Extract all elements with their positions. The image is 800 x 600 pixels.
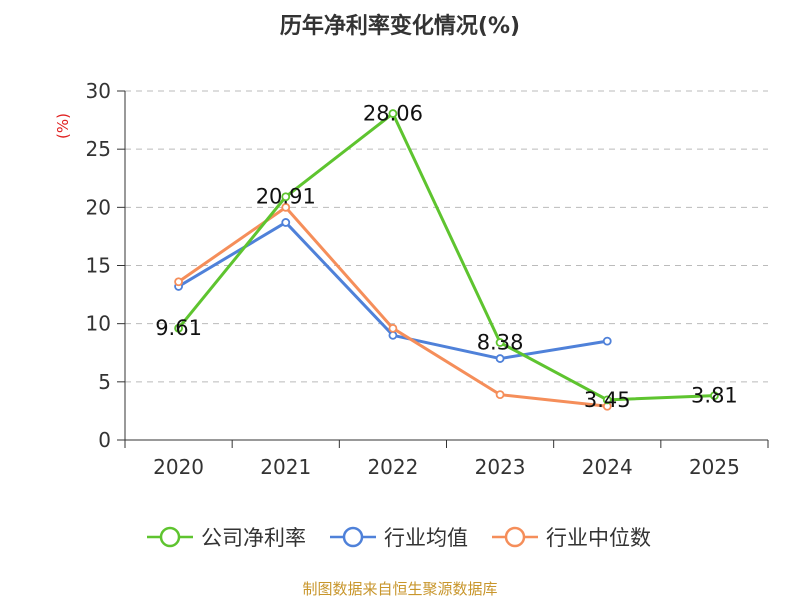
y-tick-label: 10 <box>86 312 111 336</box>
data-label: 3.81 <box>691 384 738 408</box>
data-point[interactable] <box>388 109 398 118</box>
legend[interactable]: 公司净利率 行业均值 行业中位数 <box>147 526 651 550</box>
legend-item[interactable]: 行业均值 <box>330 526 468 550</box>
data-point[interactable] <box>602 336 612 346</box>
data-point[interactable] <box>495 390 505 400</box>
data-label: 8.38 <box>477 331 524 355</box>
data-label: 20.91 <box>256 185 316 209</box>
x-tick-label: 2025 <box>689 455 740 479</box>
series-group: 9.61 20.91 28.06 8.38 3.45 3.81 <box>155 102 738 412</box>
data-point[interactable] <box>388 323 398 333</box>
data-point[interactable] <box>388 330 398 340</box>
data-label: 3.45 <box>584 388 631 412</box>
series-line <box>177 112 715 402</box>
data-point[interactable] <box>495 354 505 363</box>
data-point[interactable] <box>710 391 719 401</box>
series-line <box>177 205 608 408</box>
legend-item[interactable]: 公司净利率 <box>147 526 306 550</box>
data-point[interactable] <box>174 277 183 287</box>
source-note: 制图数据来自恒生聚源数据库 <box>302 580 497 598</box>
y-tick-label: 15 <box>86 254 111 278</box>
chart-title: 历年净利率变化情况(%) <box>280 13 520 39</box>
y-tick-label: 20 <box>86 195 111 219</box>
gridlines <box>125 90 768 383</box>
y-axis-unit-label: (%) <box>54 113 72 139</box>
legend-item[interactable]: 行业中位数 <box>492 526 651 550</box>
legend-label: 行业均值 <box>384 526 468 550</box>
legend-marker <box>159 526 181 548</box>
x-tick-label: 2020 <box>153 455 204 479</box>
data-point[interactable] <box>281 218 291 227</box>
legend-label: 公司净利率 <box>201 526 306 550</box>
data-point[interactable] <box>281 192 291 202</box>
data-label: 9.61 <box>155 316 202 340</box>
x-tick-label: 2022 <box>367 455 418 479</box>
y-tick-label: 0 <box>98 428 111 452</box>
legend-marker <box>504 526 526 548</box>
data-point[interactable] <box>602 395 612 405</box>
y-tick-label: 25 <box>86 137 111 161</box>
y-axis-ticks: 0 5 10 15 20 25 30 <box>86 79 125 452</box>
legend-label: 行业中位数 <box>546 526 651 550</box>
data-point[interactable] <box>281 202 291 212</box>
data-point[interactable] <box>174 323 183 333</box>
data-point[interactable] <box>495 338 505 347</box>
y-tick-label: 30 <box>86 79 111 103</box>
data-label: 28.06 <box>363 102 423 126</box>
x-tick-label: 2024 <box>582 455 633 479</box>
y-tick-label: 5 <box>98 370 111 394</box>
x-axis-ticks: 2020 2021 2022 2023 2024 2025 <box>124 440 769 479</box>
x-tick-label: 2023 <box>475 455 526 479</box>
legend-marker <box>342 526 364 548</box>
x-tick-label: 2021 <box>260 455 311 479</box>
